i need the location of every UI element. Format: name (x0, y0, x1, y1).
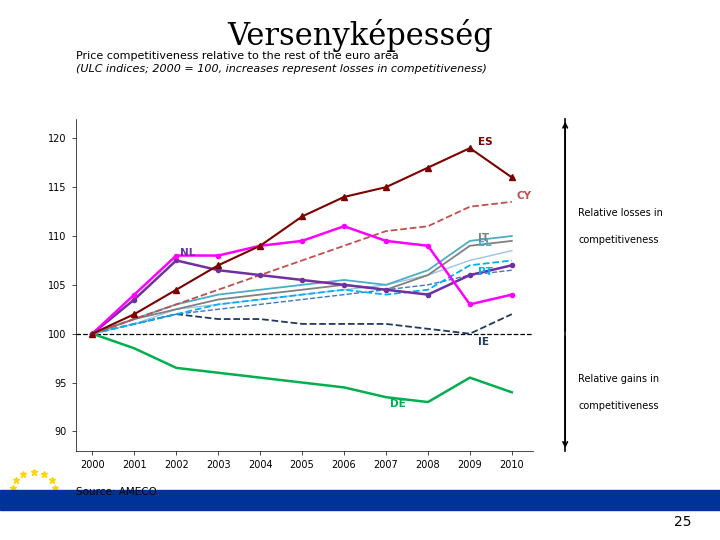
Text: Relative gains in: Relative gains in (578, 374, 660, 384)
Text: Source: AMECO: Source: AMECO (76, 487, 156, 497)
Text: IT: IT (478, 233, 490, 243)
Text: Price competitiveness relative to the rest of the euro area: Price competitiveness relative to the re… (76, 51, 398, 62)
Text: Versenyképesség: Versenyképesség (227, 19, 493, 52)
Text: EL: EL (478, 238, 492, 248)
Text: NL: NL (181, 247, 196, 258)
Text: DE: DE (390, 399, 406, 409)
Text: PT: PT (478, 267, 493, 277)
Text: 25: 25 (674, 515, 691, 529)
Text: Relative losses in: Relative losses in (578, 208, 663, 218)
Text: IE: IE (478, 338, 490, 347)
Text: (ULC indices; 2000 = 100, increases represent losses in competitiveness): (ULC indices; 2000 = 100, increases repr… (76, 64, 487, 74)
Text: ES: ES (478, 137, 493, 147)
Text: competitiveness: competitiveness (578, 235, 659, 245)
Text: CY: CY (516, 191, 531, 201)
Text: competitiveness: competitiveness (578, 401, 659, 411)
